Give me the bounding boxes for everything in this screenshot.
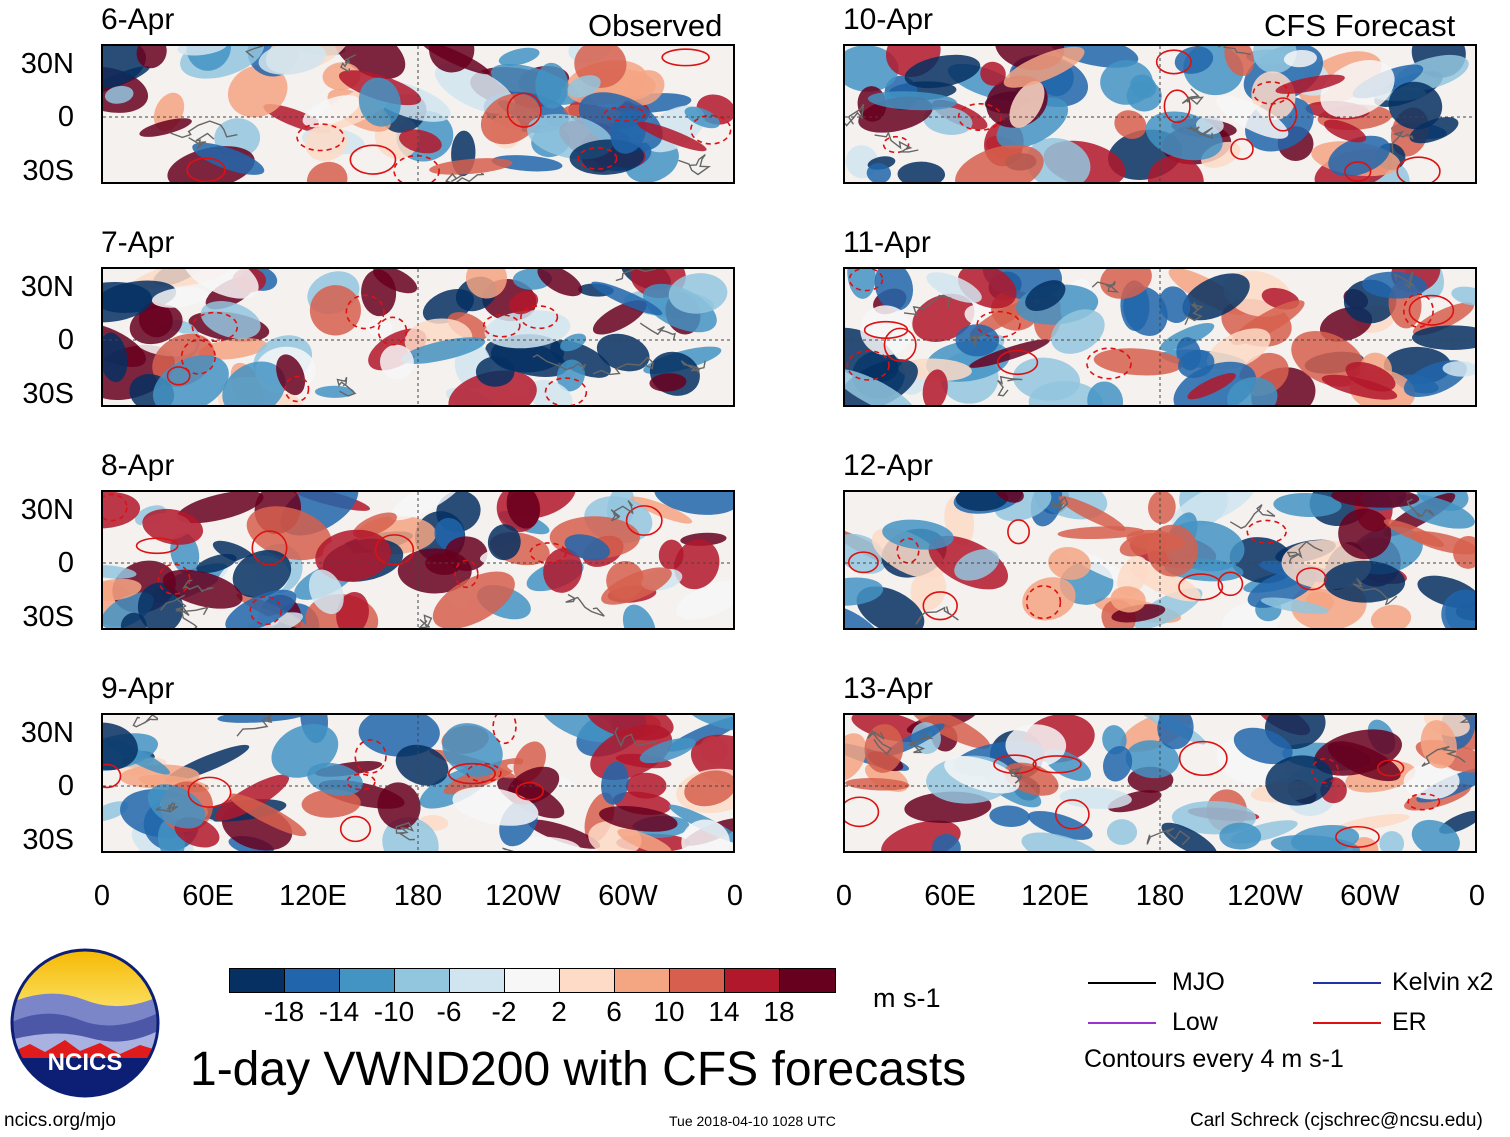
lon-label: 60E bbox=[924, 880, 976, 912]
colorbar-swatch bbox=[670, 969, 725, 992]
map-panel bbox=[101, 44, 735, 184]
map-panel bbox=[843, 267, 1477, 407]
lon-label: 60W bbox=[1340, 880, 1400, 912]
anomaly-field bbox=[845, 492, 1475, 628]
colorbar-tick-label: -2 bbox=[491, 996, 517, 1027]
map-panel bbox=[843, 490, 1477, 630]
date-label: 10-Apr bbox=[843, 3, 934, 36]
contour-note: Contours every 4 m s-1 bbox=[1084, 1045, 1344, 1073]
date-label: 7-Apr bbox=[101, 226, 175, 259]
colorbar-swatch bbox=[725, 969, 780, 992]
lat-label: 30S bbox=[22, 378, 74, 410]
lat-label: 0 bbox=[57, 547, 74, 579]
colorbar-tick-label: -18 bbox=[263, 996, 305, 1027]
legend-mjo: MJO bbox=[1172, 968, 1225, 996]
map-panel bbox=[101, 267, 735, 407]
colorbar-swatch bbox=[615, 969, 670, 992]
main-title: 1-day VWND200 with CFS forecasts bbox=[190, 1043, 967, 1096]
colorbar-tick-label: 6 bbox=[606, 996, 622, 1027]
colorbar-swatch bbox=[395, 969, 450, 992]
lon-label: 180 bbox=[393, 880, 443, 912]
logo-text: NCICS bbox=[48, 1049, 123, 1076]
legend-er: ER bbox=[1392, 1008, 1427, 1036]
date-label: 8-Apr bbox=[101, 449, 175, 482]
anomaly-field bbox=[845, 715, 1475, 851]
anomaly-field bbox=[845, 269, 1475, 405]
lon-label: 0 bbox=[93, 880, 111, 912]
date-label: 11-Apr bbox=[843, 226, 931, 259]
low-line bbox=[1088, 1022, 1156, 1024]
lon-label: 60W bbox=[598, 880, 658, 912]
anomaly-field bbox=[845, 46, 1475, 182]
mjo-line bbox=[1088, 982, 1156, 984]
legend-low: Low bbox=[1172, 1008, 1218, 1036]
lon-label: 0 bbox=[726, 880, 744, 912]
lat-label: 30N bbox=[20, 494, 74, 526]
lon-label: 120W bbox=[1227, 880, 1303, 912]
colorbar-tick-label: 2 bbox=[551, 996, 567, 1027]
lon-label: 60E bbox=[182, 880, 234, 912]
colorbar-swatch bbox=[560, 969, 615, 992]
anomaly-field bbox=[103, 715, 733, 851]
legend-kelvin: Kelvin x2 bbox=[1392, 968, 1494, 996]
colorbar-tick-label: 10 bbox=[653, 996, 685, 1027]
colorbar-tick-label: 18 bbox=[763, 996, 795, 1027]
lon-label: 120E bbox=[1021, 880, 1089, 912]
anomaly-field bbox=[103, 492, 733, 628]
map-panel bbox=[843, 713, 1477, 853]
lon-label: 180 bbox=[1135, 880, 1185, 912]
lat-label: 30S bbox=[22, 155, 74, 187]
lon-label: 120W bbox=[485, 880, 561, 912]
colorbar-tick-label: -14 bbox=[318, 996, 360, 1027]
observed-title: Observed bbox=[588, 8, 723, 43]
lat-label: 30N bbox=[20, 271, 74, 303]
map-panel bbox=[101, 713, 735, 853]
lon-label: 0 bbox=[835, 880, 853, 912]
colorbar-tick-label: -6 bbox=[436, 996, 462, 1027]
map-panel bbox=[843, 44, 1477, 184]
lat-label: 0 bbox=[57, 324, 74, 356]
lat-label: 0 bbox=[57, 101, 74, 133]
lon-label: 120E bbox=[279, 880, 347, 912]
forecast-title: CFS Forecast bbox=[1264, 8, 1456, 43]
ncics-logo: NCICS bbox=[10, 948, 160, 1098]
er-line bbox=[1313, 1022, 1381, 1024]
colorbar-swatch bbox=[450, 969, 505, 992]
date-label: 13-Apr bbox=[843, 672, 934, 705]
colorbar-swatch bbox=[340, 969, 395, 992]
lat-label: 30S bbox=[22, 824, 74, 856]
date-label: 12-Apr bbox=[843, 449, 934, 482]
lat-label: 30S bbox=[22, 601, 74, 633]
footer-author: Carl Schreck (cjschrec@ncsu.edu) bbox=[1190, 1110, 1483, 1131]
colorbar-swatch bbox=[780, 969, 835, 992]
colorbar-swatch bbox=[230, 969, 285, 992]
colorbar-tick-label: 14 bbox=[708, 996, 740, 1027]
colorbar-units: m s-1 bbox=[873, 983, 941, 1013]
footer-timestamp: Tue 2018-04-10 1028 UTC bbox=[669, 1113, 836, 1129]
map-panel bbox=[101, 490, 735, 630]
colorbar-swatch bbox=[285, 969, 340, 992]
lat-label: 0 bbox=[57, 770, 74, 802]
date-label: 6-Apr bbox=[101, 3, 175, 36]
lat-label: 30N bbox=[20, 48, 74, 80]
anomaly-field bbox=[103, 269, 733, 405]
date-label: 9-Apr bbox=[101, 672, 175, 705]
anomaly-field bbox=[103, 46, 733, 182]
colorbar-swatch bbox=[505, 969, 560, 992]
kelvin-line bbox=[1313, 982, 1381, 984]
lon-label: 0 bbox=[1468, 880, 1486, 912]
colorbar bbox=[229, 968, 836, 993]
lat-label: 30N bbox=[20, 717, 74, 749]
colorbar-tick-label: -10 bbox=[373, 996, 415, 1027]
footer-link[interactable]: ncics.org/mjo bbox=[4, 1110, 116, 1131]
